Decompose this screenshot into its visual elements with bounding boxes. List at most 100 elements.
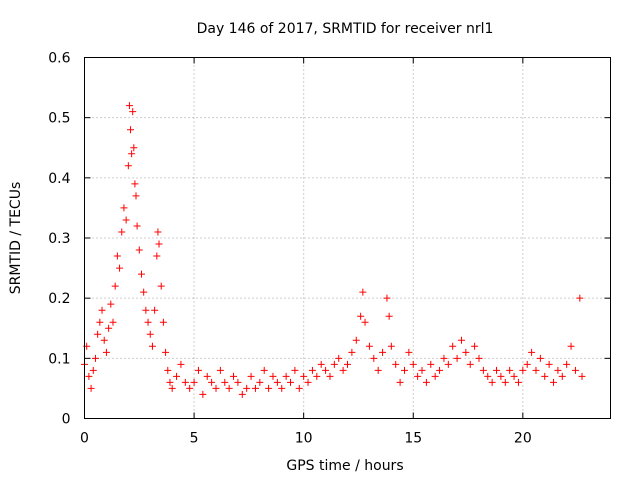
data-point: [208, 378, 216, 386]
data-point: [168, 384, 176, 392]
data-point: [159, 318, 167, 326]
data-point: [348, 348, 356, 356]
data-point: [105, 324, 113, 332]
data-point: [532, 366, 540, 374]
data-point: [247, 372, 255, 380]
data-point: [216, 366, 224, 374]
data-point: [558, 372, 566, 380]
data-point: [567, 342, 575, 350]
data-point: [144, 318, 152, 326]
data-point: [129, 108, 137, 116]
data-point: [122, 216, 130, 224]
x-tick-label: 10: [295, 431, 313, 447]
data-point: [352, 336, 360, 344]
data-point: [365, 342, 373, 350]
data-point: [361, 318, 369, 326]
data-point: [234, 378, 242, 386]
grid: [84, 57, 611, 419]
data-point: [497, 372, 505, 380]
y-tick-label: 0.3: [48, 231, 70, 247]
data-point: [471, 342, 479, 350]
data-point: [357, 312, 365, 320]
data-point: [436, 366, 444, 374]
data-point: [116, 264, 124, 272]
data-point: [287, 378, 295, 386]
data-point: [85, 372, 93, 380]
data-point: [563, 360, 571, 368]
data-point: [383, 294, 391, 302]
data-point: [488, 378, 496, 386]
data-point: [541, 372, 549, 380]
data-point: [554, 366, 562, 374]
data-point: [107, 300, 115, 308]
data-point: [457, 336, 465, 344]
data-point: [125, 102, 133, 110]
data-point: [154, 228, 162, 236]
data-point: [475, 354, 483, 362]
data-point: [571, 366, 579, 374]
data-point: [137, 270, 145, 278]
plot-frame: [84, 57, 611, 419]
data-point: [155, 240, 163, 248]
data-point: [146, 330, 154, 338]
data-point: [514, 378, 522, 386]
data-point: [409, 360, 417, 368]
data-point: [396, 378, 404, 386]
data-point: [379, 348, 387, 356]
y-tick-label: 0: [62, 412, 71, 428]
data-point: [238, 390, 246, 398]
data-point: [109, 318, 117, 326]
data-point: [221, 378, 229, 386]
data-point: [181, 378, 189, 386]
data-point: [405, 348, 413, 356]
data-point: [501, 378, 509, 386]
data-point: [344, 360, 351, 368]
data-point: [392, 360, 400, 368]
data-point: [102, 348, 110, 356]
y-axis-label: SRMTID / TECUs: [8, 182, 24, 295]
chart-title: Day 146 of 2017, SRMTID for receiver nrl…: [197, 21, 494, 37]
data-point: [186, 384, 194, 392]
data-point: [194, 366, 202, 374]
data-point: [462, 348, 470, 356]
data-point: [265, 384, 273, 392]
data-point: [545, 360, 553, 368]
data-point: [313, 372, 321, 380]
data-point: [330, 360, 338, 368]
data-point: [132, 192, 140, 200]
data-point: [510, 372, 518, 380]
data-point: [374, 366, 382, 374]
data-point: [230, 372, 238, 380]
data-point: [304, 378, 312, 386]
y-tick-label: 0.6: [48, 51, 70, 67]
data-point: [98, 306, 106, 314]
data-point: [427, 360, 435, 368]
data-point: [128, 150, 136, 158]
data-point: [339, 366, 347, 374]
y-tick-label: 0.5: [48, 111, 70, 127]
data-point: [140, 288, 148, 296]
data-point: [308, 366, 316, 374]
data-point: [87, 384, 95, 392]
data-point: [422, 378, 430, 386]
data-point: [370, 354, 378, 362]
data-point: [479, 366, 487, 374]
data-point: [449, 342, 457, 350]
data-point: [385, 312, 393, 320]
data-point: [251, 384, 259, 392]
data-point: [493, 366, 501, 374]
data-point: [111, 282, 119, 290]
data-point: [453, 354, 461, 362]
data-point: [113, 252, 121, 260]
data-point: [260, 366, 268, 374]
x-tick-label: 20: [514, 431, 532, 447]
data-point: [550, 378, 558, 386]
data-point: [414, 372, 422, 380]
data-point: [273, 378, 281, 386]
data-point: [484, 372, 492, 380]
data-point: [173, 372, 181, 380]
data-point: [444, 360, 452, 368]
data-point: [269, 372, 277, 380]
data-point: [440, 354, 448, 362]
data-point: [89, 366, 97, 374]
